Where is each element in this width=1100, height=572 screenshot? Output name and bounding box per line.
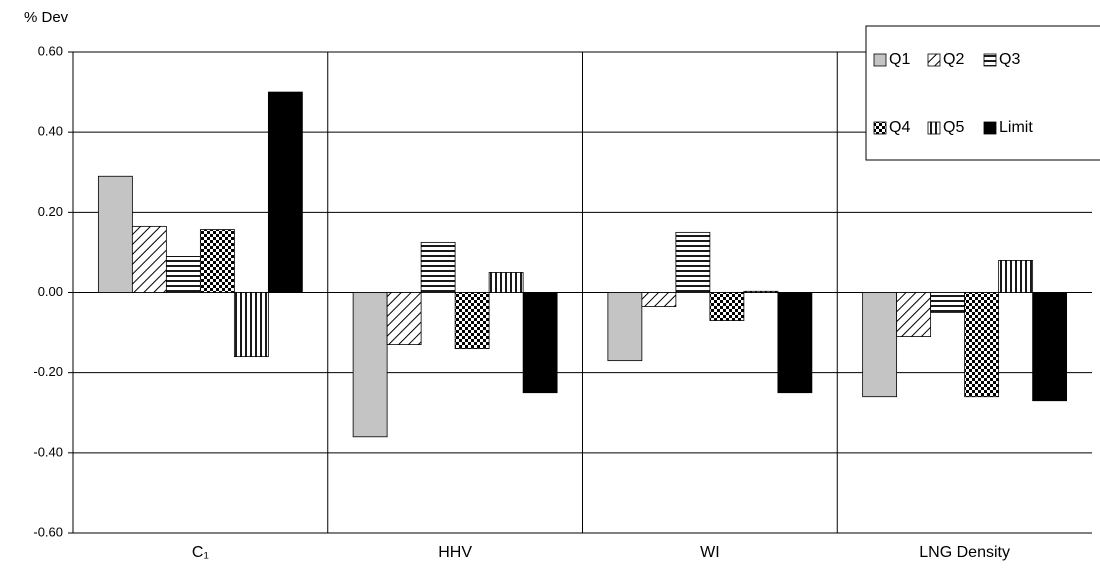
bar [522,292,558,394]
bar [97,175,133,293]
bar [1032,292,1068,402]
y-tick-label: 0.40 [38,124,63,139]
bar [896,292,932,337]
legend-swatch [927,121,941,135]
y-tick-label: 0.20 [38,204,63,219]
bar [165,256,201,293]
legend-label: Q4 [889,119,910,136]
bar [607,292,643,362]
bar [964,292,1000,398]
y-axis-label: % Dev [24,9,69,26]
bar [930,292,966,313]
bar [386,292,422,346]
x-tick-label: LNG Density [919,544,1010,561]
bar [199,229,235,293]
legend-swatch [983,121,997,135]
legend-swatch [983,53,997,67]
legend-label: Limit [999,119,1033,136]
bar [454,292,490,350]
legend-label: Q5 [943,119,964,136]
bar [743,290,779,293]
bar [998,260,1034,293]
x-tick-label: C₁ [192,544,209,561]
legend-box [865,25,1100,161]
bar [267,91,303,293]
legend-swatch [927,53,941,67]
legend-label: Q3 [999,51,1020,68]
bar [641,292,677,307]
legend-swatch [873,53,887,67]
y-tick-label: -0.60 [33,524,63,539]
bar [420,241,456,293]
y-tick-label: 0.60 [38,43,63,58]
bar [862,292,898,398]
bar [488,272,524,293]
bar [675,231,711,293]
x-tick-label: HHV [438,544,472,561]
y-tick-label: -0.40 [33,444,63,459]
bar [777,292,813,394]
bar [352,292,388,438]
legend-swatch [873,121,887,135]
legend-label: Q2 [943,51,964,68]
y-tick-label: 0.00 [38,284,63,299]
y-tick-label: -0.20 [33,364,63,379]
legend-label: Q1 [889,51,910,68]
bar [709,292,745,321]
bar [131,225,167,293]
x-tick-label: WI [700,544,720,561]
bar [233,292,269,358]
